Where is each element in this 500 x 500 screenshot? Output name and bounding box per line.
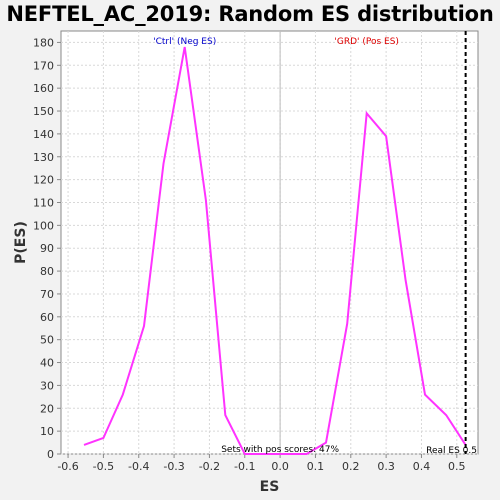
real-es-label: Real ES 0.5 <box>426 446 477 456</box>
x-tick-label: 0.4 <box>413 460 431 473</box>
y-tick-label: 20 <box>40 402 54 415</box>
y-tick-label: 30 <box>40 379 54 392</box>
x-axis-title: ES <box>260 479 280 495</box>
y-tick-label: 180 <box>33 36 54 49</box>
y-tick-label: 110 <box>33 196 54 209</box>
y-tick-label: 50 <box>40 334 54 347</box>
x-tick-label: -0.5 <box>93 460 114 473</box>
y-tick-label: 80 <box>40 265 54 278</box>
y-tick-label: 120 <box>33 174 54 187</box>
sets-pos-scores-text: Sets with pos scores: 47% <box>221 445 339 455</box>
chart-title: NEFTEL_AC_2019: Random ES distribution <box>6 2 494 26</box>
y-tick-label: 170 <box>33 59 54 72</box>
y-tick-label: 90 <box>40 242 54 255</box>
y-tick-label: 140 <box>33 128 54 141</box>
y-tick-label: 0 <box>47 448 54 461</box>
neg-es-label: 'Ctrl' (Neg ES) <box>153 37 216 47</box>
y-tick-label: 10 <box>40 425 54 438</box>
y-tick-label: 40 <box>40 357 54 370</box>
y-tick-label: 60 <box>40 311 54 324</box>
y-axis-title: P(ES) <box>13 221 29 264</box>
x-tick-label: -0.2 <box>199 460 220 473</box>
grid <box>61 31 478 455</box>
x-tick-label: 0.2 <box>342 460 360 473</box>
x-tick-label: -0.1 <box>234 460 255 473</box>
x-tick-label: 0.5 <box>448 460 466 473</box>
axis-ticks: -0.6 -0.5 -0.4 -0.3 -0.2 -0.1 0.0 0.1 0.2 0.3 0.4 0… <box>33 36 466 473</box>
y-tick-label: 160 <box>33 82 54 95</box>
x-tick-label: 0.0 <box>271 460 289 473</box>
plot-area <box>60 30 479 455</box>
es-distribution-line <box>83 46 467 455</box>
x-tick-label: -0.3 <box>163 460 184 473</box>
y-tick-label: 100 <box>33 219 54 232</box>
x-tick-label: 0.1 <box>307 460 325 473</box>
x-tick-label: -0.6 <box>57 460 78 473</box>
y-tick-label: 130 <box>33 151 54 164</box>
x-tick-label: -0.4 <box>128 460 149 473</box>
x-tick-label: 0.3 <box>377 460 395 473</box>
pos-es-label: 'GRD' (Pos ES) <box>334 37 399 47</box>
y-tick-label: 150 <box>33 105 54 118</box>
y-tick-label: 70 <box>40 288 54 301</box>
